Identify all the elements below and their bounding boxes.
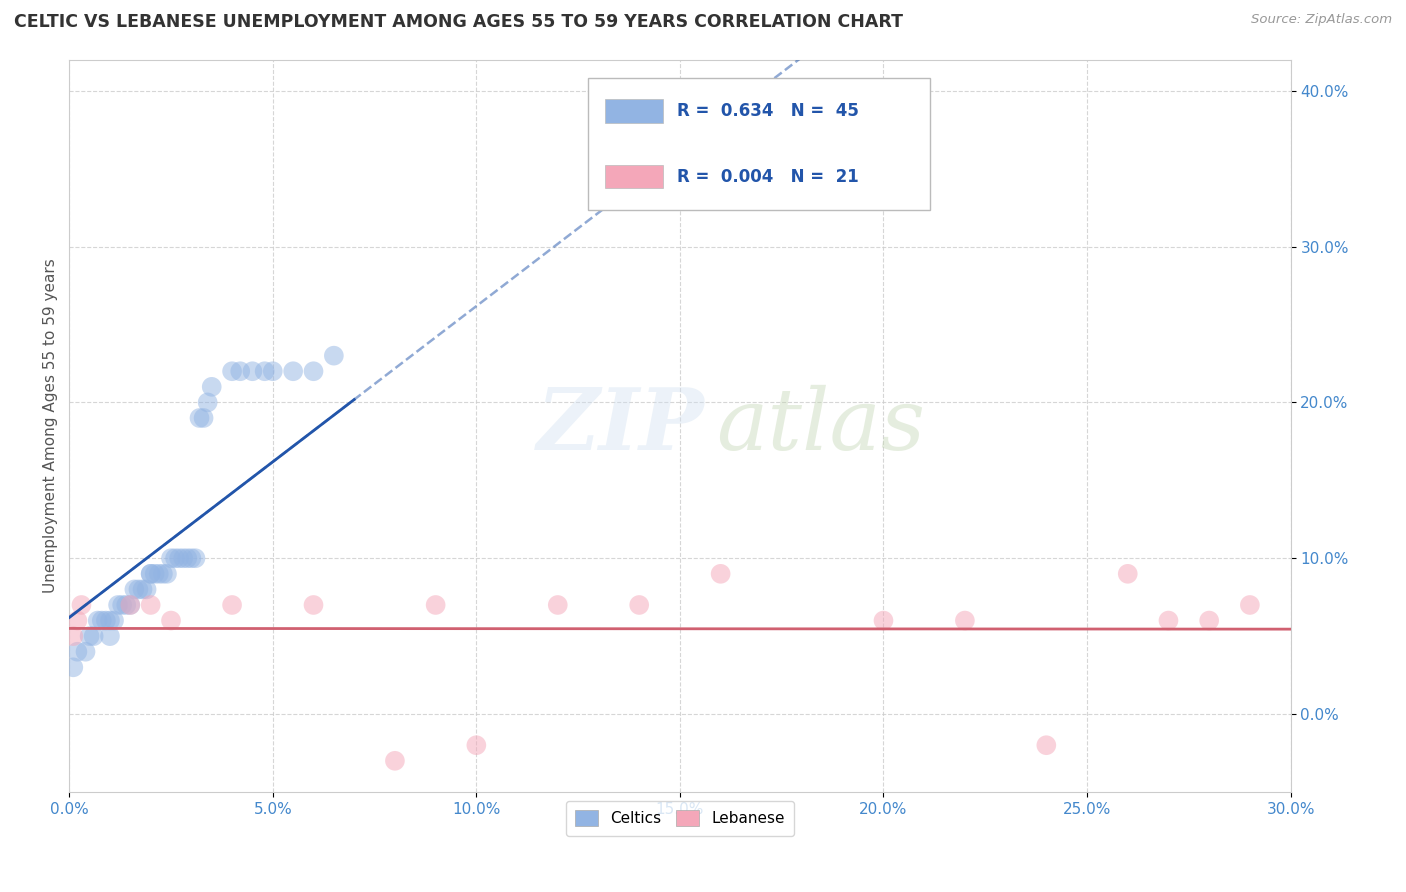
Point xyxy=(172,551,194,566)
Y-axis label: Unemployment Among Ages 55 to 59 years: Unemployment Among Ages 55 to 59 years xyxy=(44,259,58,593)
Point xyxy=(70,598,93,612)
Point xyxy=(465,738,488,752)
Legend: Celtics, Lebanese: Celtics, Lebanese xyxy=(565,801,794,836)
Point xyxy=(90,614,112,628)
Point xyxy=(1157,614,1180,628)
Point xyxy=(120,598,142,612)
Point xyxy=(83,629,105,643)
Point xyxy=(302,364,325,378)
Point xyxy=(1035,738,1057,752)
Point xyxy=(229,364,252,378)
Point xyxy=(302,598,325,612)
Point xyxy=(167,551,190,566)
Point xyxy=(165,551,187,566)
Text: CELTIC VS LEBANESE UNEMPLOYMENT AMONG AGES 55 TO 59 YEARS CORRELATION CHART: CELTIC VS LEBANESE UNEMPLOYMENT AMONG AG… xyxy=(14,13,903,31)
Point xyxy=(66,614,89,628)
FancyBboxPatch shape xyxy=(588,78,931,210)
Point xyxy=(221,598,243,612)
Point xyxy=(156,566,179,581)
Point xyxy=(872,614,894,628)
Point xyxy=(107,598,129,612)
Point xyxy=(79,629,101,643)
Point xyxy=(176,551,198,566)
Point xyxy=(111,598,134,612)
Point xyxy=(197,395,219,409)
Point xyxy=(66,645,89,659)
Point xyxy=(253,364,276,378)
Point xyxy=(180,551,202,566)
Point xyxy=(139,566,162,581)
Point xyxy=(384,754,406,768)
Point xyxy=(131,582,153,597)
Point xyxy=(242,364,264,378)
Point xyxy=(628,598,651,612)
Point xyxy=(425,598,447,612)
Point xyxy=(953,614,976,628)
Point xyxy=(87,614,110,628)
Point xyxy=(62,660,84,674)
Text: R =  0.634   N =  45: R = 0.634 N = 45 xyxy=(678,102,859,120)
Point xyxy=(262,364,284,378)
Point xyxy=(115,598,138,612)
Point xyxy=(710,566,733,581)
Text: R =  0.004   N =  21: R = 0.004 N = 21 xyxy=(678,168,859,186)
Text: atlas: atlas xyxy=(717,384,925,467)
Point xyxy=(94,614,117,628)
Point xyxy=(62,629,84,643)
FancyBboxPatch shape xyxy=(606,165,662,188)
Point xyxy=(75,645,97,659)
Point xyxy=(127,582,149,597)
Point xyxy=(281,364,304,378)
Point xyxy=(201,380,224,394)
Point xyxy=(184,551,207,566)
Point xyxy=(1198,614,1220,628)
Text: Source: ZipAtlas.com: Source: ZipAtlas.com xyxy=(1251,13,1392,27)
Point xyxy=(188,411,211,425)
Point xyxy=(139,566,162,581)
Point xyxy=(547,598,569,612)
Point xyxy=(124,582,146,597)
Point xyxy=(143,566,166,581)
Point xyxy=(1239,598,1261,612)
Point xyxy=(120,598,142,612)
Point xyxy=(160,614,183,628)
Point xyxy=(135,582,157,597)
Point xyxy=(221,364,243,378)
Point xyxy=(1116,566,1139,581)
Point xyxy=(160,551,183,566)
Point xyxy=(872,161,894,176)
Point xyxy=(103,614,125,628)
Point xyxy=(152,566,174,581)
Point xyxy=(322,349,344,363)
FancyBboxPatch shape xyxy=(606,99,662,122)
Point xyxy=(193,411,215,425)
Point xyxy=(98,629,121,643)
Point xyxy=(148,566,170,581)
Text: ZIP: ZIP xyxy=(537,384,704,467)
Point xyxy=(139,598,162,612)
Point xyxy=(98,614,121,628)
